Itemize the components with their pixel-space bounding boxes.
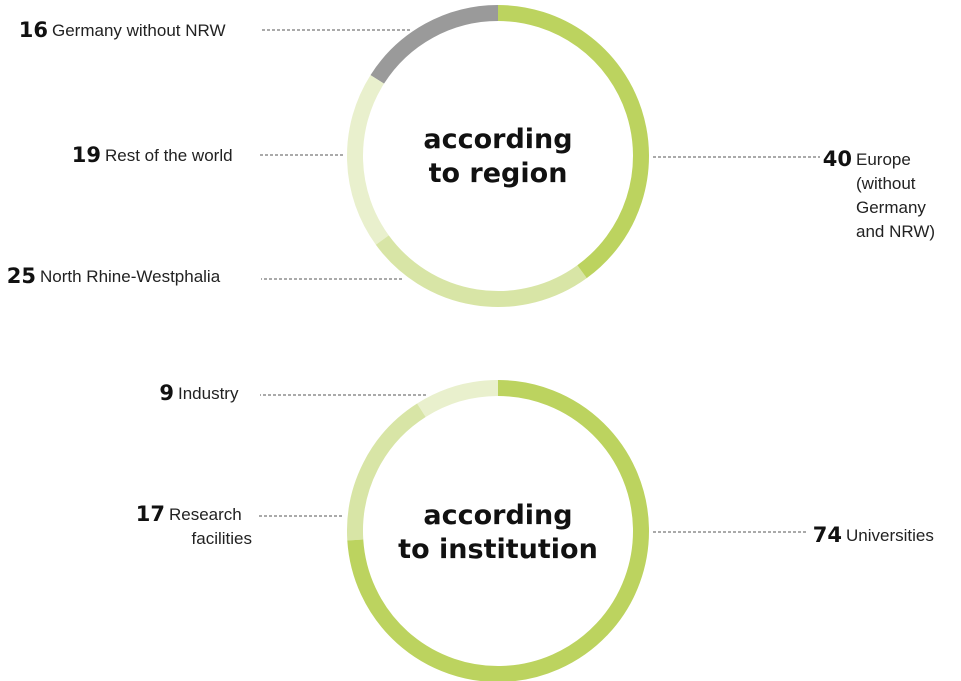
slice-value-label: 40	[823, 147, 852, 171]
slice-name-label: facilities	[192, 529, 252, 548]
slice-name-label: and NRW)	[856, 222, 935, 241]
chart-title-line-2: to region	[429, 158, 568, 189]
slice-industry	[417, 380, 499, 418]
slice-name-label: Industry	[178, 384, 239, 403]
slice-name-label: (without	[856, 174, 916, 193]
donut-chart-region: according to region 40 Europe (without Germ…	[7, 5, 935, 307]
slice-value-label: 17	[136, 502, 165, 526]
slice-germany-without-nrw	[370, 5, 499, 84]
chart-title-line-1: according	[423, 500, 572, 531]
chart-title-line-1: according	[423, 124, 572, 155]
slice-value-label: 74	[813, 523, 842, 547]
slice-rest-of-the-world	[347, 75, 389, 245]
slice-research-facilities	[347, 403, 426, 541]
slice-universities	[347, 380, 649, 681]
slice-value-label: 19	[72, 143, 101, 167]
slice-value-label: 25	[7, 264, 36, 288]
slice-north-rhine-westphalia	[375, 235, 587, 307]
slice-value-label: 9	[159, 381, 174, 405]
donut-chart-institution: according to institution 74 Universities 1…	[136, 380, 934, 681]
slice-name-label: Germany	[856, 198, 926, 217]
slice-europe-without-germany-and-nrw	[497, 5, 649, 279]
slice-name-label: Universities	[846, 526, 934, 545]
slice-name-label: Germany without NRW	[52, 21, 226, 40]
slice-name-label: Rest of the world	[105, 146, 233, 165]
slice-name-label: North Rhine-Westphalia	[40, 267, 221, 286]
slice-value-label: 16	[19, 18, 48, 42]
slice-name-label: Europe	[856, 150, 911, 169]
chart-title-line-2: to institution	[398, 534, 598, 565]
slice-name-label: Research	[169, 505, 242, 524]
